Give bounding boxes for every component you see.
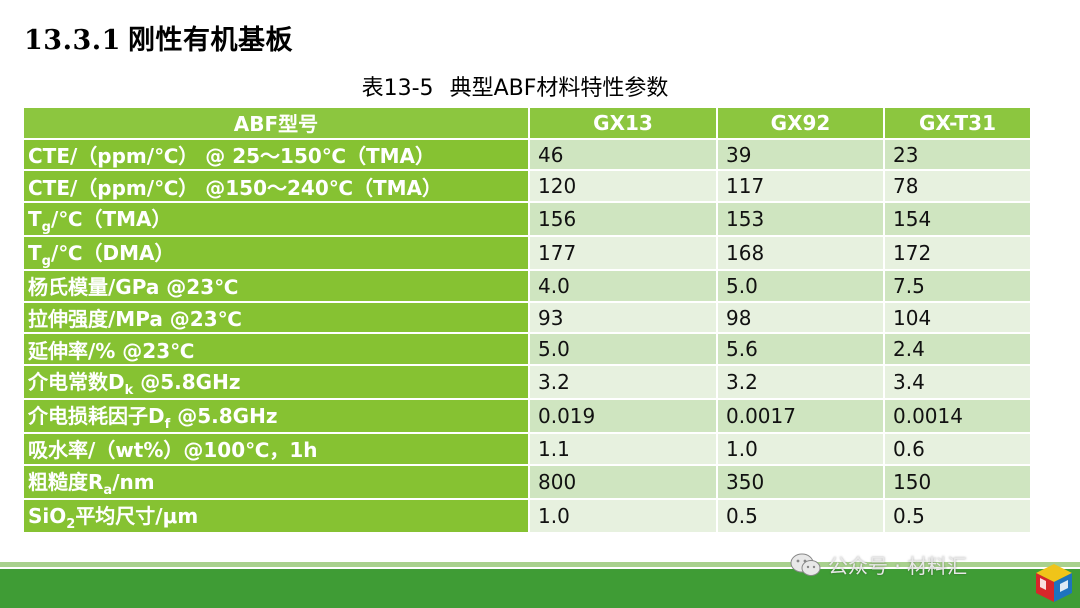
- section-heading: 13.3.1 刚性有机基板: [24, 18, 293, 57]
- row-label: 粗糙度Ra/nm: [22, 463, 530, 500]
- cell-gx92: 153: [716, 201, 885, 238]
- cell-gx92: 3.2: [716, 364, 885, 401]
- cell-gx92: 98: [716, 300, 885, 335]
- cell-gx92: 168: [716, 235, 885, 272]
- column-header-gx92: GX92: [716, 106, 885, 140]
- cell-gx-t31: 78: [883, 169, 1032, 204]
- footer-thin-bar: [0, 562, 1080, 567]
- cell-gx92: 0.5: [716, 497, 885, 534]
- row-label: 介电损耗因子Df @5.8GHz: [22, 398, 530, 435]
- cell-gx92: 0.0017: [716, 398, 885, 435]
- row-label: Tg/℃（TMA）: [22, 201, 530, 238]
- row-label-subscript: 2: [66, 516, 76, 532]
- table-row: Tg/℃（DMA） 177 168 172: [22, 235, 1032, 272]
- table-row: 拉伸强度/MPa @23℃ 93 98 104: [22, 300, 1032, 335]
- cell-gx-t31: 0.6: [883, 432, 1032, 466]
- cell-gx13: 3.2: [528, 364, 718, 401]
- row-label: SiO2平均尺寸/μm: [22, 497, 530, 534]
- row-label-main: 介电常数D: [28, 370, 125, 395]
- row-label-rest: /nm: [112, 469, 155, 494]
- cell-gx-t31: 23: [883, 137, 1032, 172]
- cell-gx13: 156: [528, 201, 718, 238]
- row-label: 吸水率/（wt%）@100℃，1h: [22, 432, 530, 466]
- row-label: 介电常数Dk @5.8GHz: [22, 364, 530, 401]
- cell-gx-t31: 154: [883, 201, 1032, 238]
- table-row: 杨氏模量/GPa @23℃ 4.0 5.0 7.5: [22, 269, 1032, 303]
- row-label: 拉伸强度/MPa @23℃: [22, 300, 530, 335]
- footer-thick-bar: [0, 569, 1080, 608]
- cell-gx92: 5.0: [716, 269, 885, 303]
- cell-gx-t31: 172: [883, 235, 1032, 272]
- table-row: 粗糙度Ra/nm 800 350 150: [22, 463, 1032, 500]
- cell-gx-t31: 2.4: [883, 332, 1032, 367]
- section-number: 13.3.1: [24, 25, 121, 56]
- row-label-rest: /℃（TMA）: [50, 207, 172, 232]
- table-caption: 表13-5 典型ABF材料特性参数: [0, 70, 1030, 102]
- table-caption-number: 表13-5: [361, 76, 434, 101]
- cell-gx13: 93: [528, 300, 718, 335]
- row-label-main: T: [28, 241, 42, 266]
- cell-gx-t31: 150: [883, 463, 1032, 500]
- wechat-icon: [790, 552, 822, 583]
- cell-gx92: 5.6: [716, 332, 885, 367]
- cell-gx92: 350: [716, 463, 885, 500]
- column-header-gx13: GX13: [528, 106, 718, 140]
- cell-gx92: 39: [716, 137, 885, 172]
- abf-properties-table: ABF型号 GX13 GX92 GX-T31 CTE/（ppm/℃） @ 25～…: [22, 106, 1032, 534]
- table-row: 介电损耗因子Df @5.8GHz 0.019 0.0017 0.0014: [22, 398, 1032, 435]
- row-label: 杨氏模量/GPa @23℃: [22, 269, 530, 303]
- row-label-subscript: g: [41, 220, 51, 236]
- row-label-subscript: a: [103, 482, 113, 498]
- column-header-gx-t31: GX-T31: [883, 106, 1032, 140]
- table-row: CTE/（ppm/℃） @ 25～150℃（TMA） 46 39 23: [22, 137, 1032, 172]
- table-row: 延伸率/% @23℃ 5.0 5.6 2.4: [22, 332, 1032, 367]
- material-cube-logo: [1032, 560, 1076, 604]
- cell-gx92: 117: [716, 169, 885, 204]
- cell-gx13: 5.0: [528, 332, 718, 367]
- table-row: Tg/℃（TMA） 156 153 154: [22, 201, 1032, 238]
- footer-bars: [0, 562, 1080, 608]
- row-label-subscript: f: [164, 417, 171, 433]
- table-row: 吸水率/（wt%）@100℃，1h 1.1 1.0 0.6: [22, 432, 1032, 466]
- cell-gx13: 46: [528, 137, 718, 172]
- row-label-main: SiO: [28, 503, 67, 528]
- cell-gx-t31: 7.5: [883, 269, 1032, 303]
- cell-gx92: 1.0: [716, 432, 885, 466]
- cell-gx-t31: 0.5: [883, 497, 1032, 534]
- watermark-text: 公众号 · 材料汇: [828, 554, 968, 578]
- row-label-main: 介电损耗因子D: [28, 404, 165, 429]
- cell-gx-t31: 3.4: [883, 364, 1032, 401]
- row-label: Tg/℃（DMA）: [22, 235, 530, 272]
- cell-gx13: 1.0: [528, 497, 718, 534]
- section-title-text: 刚性有机基板: [128, 25, 293, 56]
- row-label-rest: @5.8GHz: [133, 370, 241, 395]
- cell-gx13: 800: [528, 463, 718, 500]
- cell-gx13: 4.0: [528, 269, 718, 303]
- row-label-main: 粗糙度R: [28, 469, 104, 494]
- row-label-subscript: g: [41, 254, 51, 270]
- row-label-rest: 平均尺寸/μm: [75, 503, 199, 528]
- table-header-row: ABF型号 GX13 GX92 GX-T31: [22, 106, 1032, 140]
- row-label-main: T: [28, 207, 42, 232]
- table-row: CTE/（ppm/℃） @150～240℃（TMA） 120 117 78: [22, 169, 1032, 204]
- cell-gx13: 120: [528, 169, 718, 204]
- row-label-rest: /℃（DMA）: [50, 241, 175, 266]
- watermark: 公众号 · 材料汇: [790, 550, 967, 583]
- row-label: CTE/（ppm/℃） @150～240℃（TMA）: [22, 169, 530, 204]
- cell-gx-t31: 0.0014: [883, 398, 1032, 435]
- column-header-model: ABF型号: [22, 106, 530, 140]
- row-label: CTE/（ppm/℃） @ 25～150℃（TMA）: [22, 137, 530, 172]
- row-label-subscript: k: [124, 383, 134, 399]
- cell-gx-t31: 104: [883, 300, 1032, 335]
- cell-gx13: 1.1: [528, 432, 718, 466]
- row-label: 延伸率/% @23℃: [22, 332, 530, 367]
- row-label-rest: @5.8GHz: [170, 404, 278, 429]
- cell-gx13: 177: [528, 235, 718, 272]
- table-row: 介电常数Dk @5.8GHz 3.2 3.2 3.4: [22, 364, 1032, 401]
- table-caption-text: 典型ABF材料特性参数: [449, 76, 669, 101]
- table-row: SiO2平均尺寸/μm 1.0 0.5 0.5: [22, 497, 1032, 534]
- cell-gx13: 0.019: [528, 398, 718, 435]
